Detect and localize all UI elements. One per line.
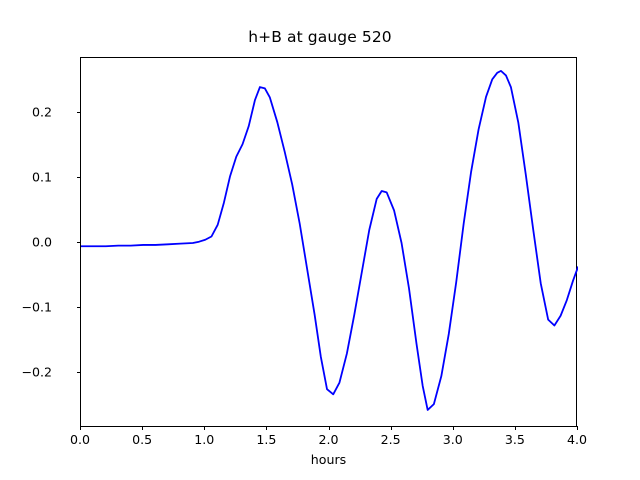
x-tick-mark: [328, 426, 330, 430]
x-tick-label: 4.0: [566, 432, 588, 447]
x-tick-mark: [390, 426, 392, 430]
y-tick-label: −0.1: [21, 299, 52, 315]
x-tick-mark: [452, 426, 454, 430]
plot-area: [80, 57, 578, 427]
x-tick-label: 1.5: [256, 432, 277, 447]
y-tick-mark: [76, 112, 80, 114]
x-tick-mark: [577, 426, 578, 430]
x-tick-label: 1.0: [194, 432, 215, 447]
y-tick-mark: [76, 371, 80, 373]
x-tick-label: 2.0: [318, 432, 339, 447]
x-tick-mark: [142, 426, 144, 430]
x-tick-mark: [80, 426, 81, 430]
data-curve-svg: [81, 69, 578, 411]
y-tick-label: 0.2: [31, 104, 52, 120]
x-tick-mark: [204, 426, 206, 430]
x-tick-mark: [514, 426, 516, 430]
x-tick-label: 3.5: [504, 432, 525, 447]
y-tick-mark: [76, 306, 80, 308]
y-tick-label: 0.0: [31, 234, 52, 250]
x-tick-label: 0.5: [132, 432, 153, 447]
y-tick-mark: [76, 242, 80, 243]
x-tick-label: 3.0: [442, 432, 463, 447]
x-tick-mark: [266, 426, 268, 430]
x-tick-label: 2.5: [380, 432, 401, 447]
y-tick-label: −0.2: [21, 364, 52, 380]
y-tick-mark: [76, 177, 80, 179]
series-line-h-plus-b: [81, 69, 578, 411]
x-tick-label: 0.0: [69, 432, 91, 447]
x-axis-label: hours: [310, 452, 347, 467]
chart-title: h+B at gauge 520: [248, 28, 392, 46]
y-tick-label: 0.1: [31, 169, 52, 185]
